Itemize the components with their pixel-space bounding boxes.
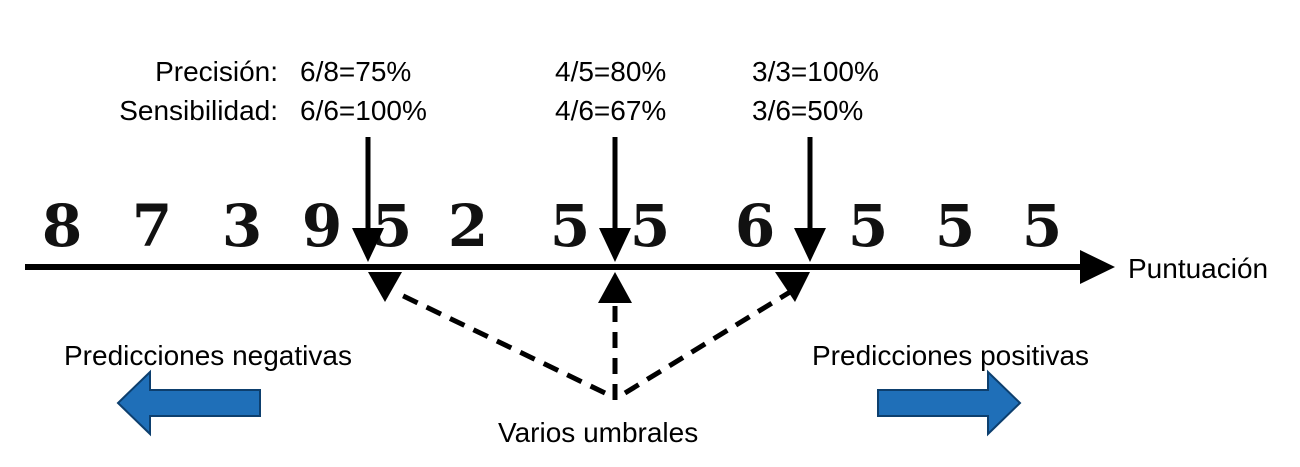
threshold-2-arrowhead: [599, 228, 631, 262]
threshold-1-precision: 6/8=75%: [300, 56, 412, 87]
digit-8: 5: [630, 192, 670, 260]
digit-12: 5: [1022, 192, 1062, 260]
dashed-arrowhead-center: [598, 272, 632, 303]
digit-row: 8 7 3 9 5 2 5 5 6 5 5 5: [42, 192, 1062, 260]
digit-4: 9: [302, 192, 342, 260]
digit-7: 5: [550, 192, 590, 260]
positive-direction-arrow: [877, 369, 1022, 437]
score-axis: [25, 250, 1115, 284]
axis-arrowhead: [1080, 250, 1115, 284]
threshold-3-sensitivity: 3/6=50%: [752, 95, 864, 126]
dashed-line-right: [623, 289, 792, 396]
threshold-3-precision: 3/3=100%: [752, 56, 879, 87]
digit-5: 5: [372, 192, 412, 260]
threshold-1-arrowhead: [352, 228, 384, 262]
dashed-arrowhead-right: [775, 272, 810, 302]
threshold-2-precision: 4/5=80%: [555, 56, 667, 87]
digit-6: 2: [448, 192, 488, 260]
threshold-1-sensitivity: 6/6=100%: [300, 95, 427, 126]
digit-9: 6: [735, 192, 775, 260]
dashed-arrowhead-left: [368, 272, 402, 302]
precision-row-label: Precisión:: [155, 56, 278, 87]
digit-11: 5: [935, 192, 975, 260]
dashed-line-left: [393, 289, 607, 396]
positive-predictions-label: Predicciones positivas: [812, 340, 1090, 371]
negative-direction-arrow: [116, 369, 261, 437]
digit-10: 5: [848, 192, 888, 260]
threshold-3-arrowhead: [794, 228, 826, 262]
negative-predictions-label: Predicciones negativas: [64, 340, 352, 371]
threshold-2-sensitivity: 4/6=67%: [555, 95, 667, 126]
digit-1: 8: [42, 192, 82, 260]
sensitivity-row-label: Sensibilidad:: [119, 95, 278, 126]
digit-2: 7: [132, 192, 172, 260]
axis-label: Puntuación: [1128, 253, 1269, 284]
dashed-threshold-pointers: [368, 272, 810, 400]
digit-3: 3: [222, 192, 262, 260]
threshold-arrows: [352, 137, 826, 262]
thresholds-label: Varios umbrales: [498, 417, 699, 448]
